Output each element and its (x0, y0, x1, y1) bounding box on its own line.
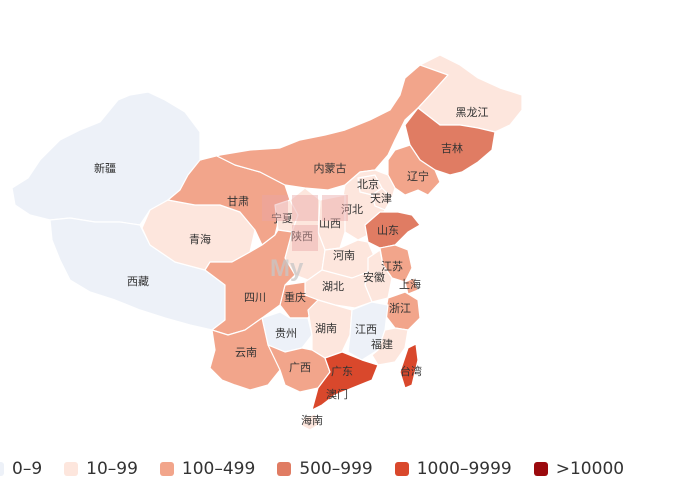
watermark-text: My (270, 255, 304, 282)
province-shandong[interactable] (364, 211, 421, 249)
legend-item-over-10000[interactable]: >10000 (533, 459, 625, 479)
legend-item-500-999[interactable]: 500–999 (277, 459, 373, 479)
legend-swatch (64, 462, 79, 476)
province-label-guangdong: 广东 (331, 365, 353, 378)
province-liaoning[interactable] (387, 144, 441, 196)
province-label-xinjiang: 新疆 (94, 161, 116, 175)
province-label-heilongjiang: 黑龙江 (456, 106, 489, 119)
legend-label: >10000 (555, 459, 625, 479)
legend-label: 10–99 (86, 459, 138, 479)
province-label-shanxi: 山西 (319, 217, 341, 230)
province-label-ningxia: 宁夏 (271, 211, 293, 225)
province-label-anhui: 安徽 (363, 270, 385, 284)
province-label-guizhou: 贵州 (275, 327, 297, 340)
province-fujian[interactable] (371, 327, 409, 366)
legend: 0–9 10–99 100–499 500–999 1000–9999 >100… (0, 458, 646, 480)
province-label-yunnan: 云南 (235, 346, 257, 359)
province-label-beijing: 北京 (357, 177, 379, 191)
province-label-shanghai: 上海 (399, 277, 421, 291)
legend-label: 1000–9999 (416, 459, 512, 479)
province-label-hunan: 湖南 (315, 322, 337, 335)
province-yunnan[interactable] (209, 317, 286, 391)
province-label-jilin: 吉林 (441, 141, 463, 155)
legend-swatch (159, 462, 174, 476)
legend-item-0-9[interactable]: 0–9 (0, 459, 42, 479)
province-hunan[interactable] (307, 299, 353, 359)
province-label-shandong: 山东 (377, 224, 399, 237)
province-label-hainan: 海南 (301, 413, 323, 427)
legend-item-100-499[interactable]: 100–499 (159, 459, 256, 479)
province-sichuan[interactable] (204, 229, 296, 336)
province-label-guangxi: 广西 (289, 361, 311, 374)
legend-label: 500–999 (299, 459, 373, 479)
legend-label: 0–9 (12, 459, 43, 479)
province-label-zhejiang: 浙江 (389, 302, 411, 315)
province-label-aomen: 澳门 (326, 387, 348, 401)
province-label-gansu: 甘肃 (227, 195, 249, 208)
legend-swatch (533, 462, 548, 476)
province-label-sichuan: 四川 (244, 291, 266, 304)
legend-swatch (277, 462, 292, 476)
legend-label: 100–499 (181, 459, 256, 479)
province-label-shaanxi: 陕西 (291, 229, 313, 243)
province-label-qinghai: 青海 (189, 232, 211, 246)
province-shanghai[interactable] (404, 277, 419, 295)
province-guangdong[interactable] (311, 351, 379, 411)
province-hainan[interactable] (301, 413, 321, 431)
province-taiwan[interactable] (399, 343, 419, 389)
province-label-chongqing: 重庆 (284, 290, 306, 304)
legend-item-1000-9999[interactable]: 1000–9999 (394, 459, 512, 479)
legend-item-10-99[interactable]: 10–99 (64, 459, 138, 479)
province-label-jiangxi: 江西 (355, 323, 377, 336)
province-label-fujian: 福建 (371, 337, 393, 351)
legend-swatch (394, 462, 409, 476)
province-label-hebei: 河北 (341, 203, 363, 216)
province-label-taiwan: 台湾 (400, 364, 422, 378)
province-label-liaoning: 辽宁 (407, 169, 429, 183)
watermark: My (262, 195, 432, 295)
province-label-tianjin: 天津 (370, 192, 392, 205)
province-label-neimenggu: 内蒙古 (314, 161, 347, 175)
province-label-jiangsu: 江苏 (381, 260, 403, 273)
province-label-xizang: 西藏 (127, 275, 149, 288)
legend-swatch (0, 462, 4, 476)
province-heilongjiang[interactable] (417, 54, 523, 133)
province-label-hubei: 湖北 (322, 280, 344, 293)
province-label-henan: 河南 (333, 249, 355, 262)
